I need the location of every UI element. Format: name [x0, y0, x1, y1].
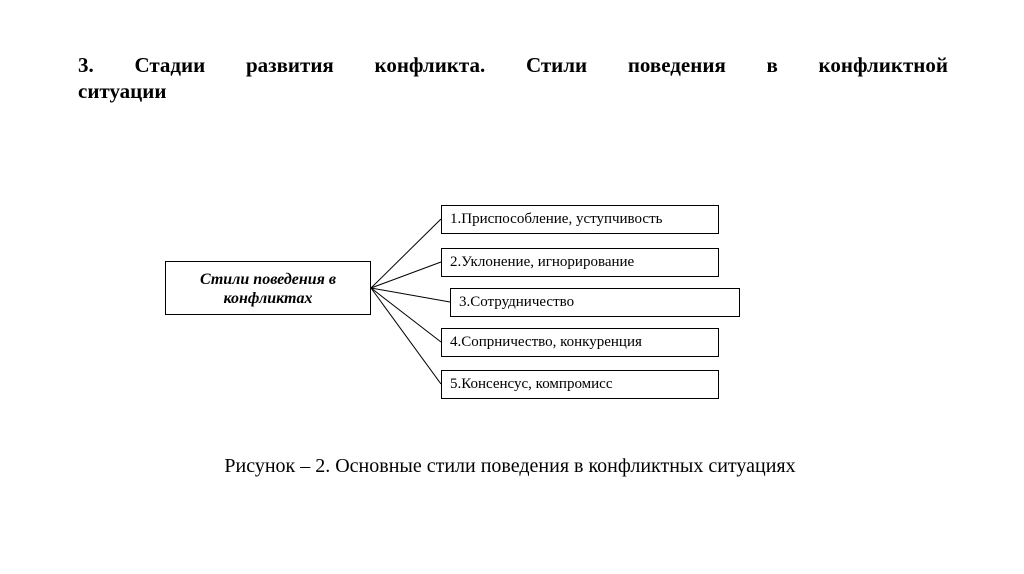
root-label-line-1: Стили поведения в [166, 270, 370, 289]
leaf-node-1: 1.Приспособление, уступчивость [441, 205, 719, 234]
edge-3 [371, 288, 450, 302]
root-label-line-2: конфликтах [166, 289, 370, 308]
leaf-node-2: 2.Уклонение, игнорирование [441, 248, 719, 277]
figure-caption: Рисунок – 2. Основные стили поведения в … [120, 455, 900, 478]
page: 3. Стадии развития конфликта. Стили пове… [0, 0, 1024, 574]
edge-1 [371, 219, 441, 288]
edge-4 [371, 288, 441, 342]
root-node: Стили поведения в конфликтах [165, 261, 371, 315]
leaf-node-3: 3.Сотрудничество [450, 288, 740, 317]
styles-diagram: Стили поведения в конфликтах 1.Приспособ… [0, 0, 1024, 574]
leaf-node-4: 4.Сопрничество, конкуренция [441, 328, 719, 357]
leaf-node-5: 5.Консенсус, компромисс [441, 370, 719, 399]
edge-2 [371, 262, 441, 288]
edge-5 [371, 288, 441, 384]
connector-lines [0, 0, 1024, 574]
